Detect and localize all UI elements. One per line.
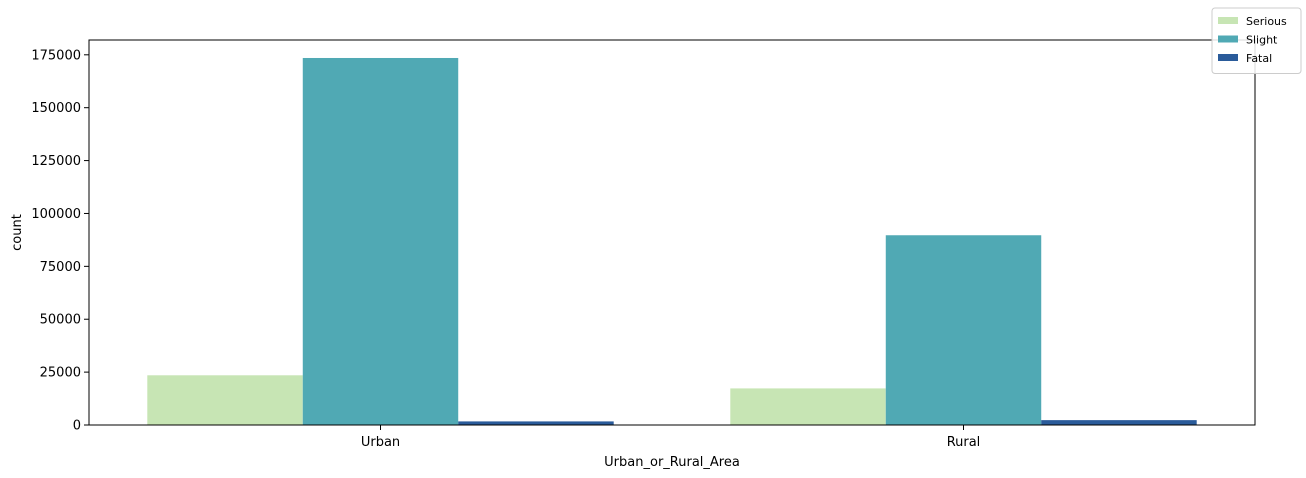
y-tick-label: 75000: [40, 260, 81, 275]
bar-urban-slight: [302, 57, 459, 425]
bars-layer: [147, 57, 1197, 425]
y-tick-label: 125000: [31, 154, 81, 169]
legend-swatch-serious: [1218, 17, 1238, 24]
legend-swatch-fatal: [1218, 54, 1238, 61]
y-axis-ticks: 0 25000 50000 75000 100000 125000 150000 175000: [31, 48, 89, 434]
y-axis-label: count: [10, 214, 25, 251]
legend-label-fatal: Fatal: [1246, 52, 1272, 65]
y-tick-label: 50000: [40, 313, 81, 328]
y-tick-label: 175000: [31, 48, 81, 63]
x-axis-label: Urban_or_Rural_Area: [604, 455, 740, 470]
legend-label-serious: Serious: [1246, 15, 1287, 28]
legend-swatch-slight: [1218, 35, 1238, 43]
plot-frame: [88, 39, 1256, 426]
y-tick-label: 0: [73, 419, 81, 434]
bar-urban-fatal: [458, 421, 614, 425]
bar-rural-fatal: [1041, 420, 1197, 425]
x-axis-ticks: Urban Rural: [361, 425, 980, 450]
bar-rural-serious: [730, 388, 886, 425]
x-tick-label-rural: Rural: [947, 435, 981, 450]
bar-rural-slight: [885, 235, 1042, 425]
y-tick-label: 150000: [31, 101, 81, 116]
legend-label-slight: Slight: [1246, 34, 1278, 47]
bar-urban-serious: [147, 375, 303, 425]
x-tick-label-urban: Urban: [361, 435, 400, 450]
legend: Serious Slight Fatal: [1211, 7, 1302, 74]
y-tick-label: 25000: [40, 366, 81, 381]
y-tick-label: 100000: [31, 207, 81, 222]
